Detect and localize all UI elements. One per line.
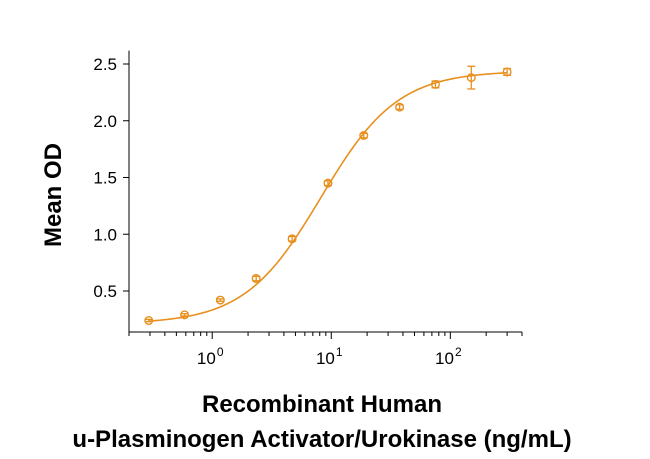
x-tick-label: 100 [197,345,224,368]
y-axis: 0.5 1.0 1.5 2.0 2.5 [93,50,130,335]
data-point [323,178,333,188]
point-marker [323,178,333,188]
point-marker [215,295,225,305]
data-point [287,234,297,244]
y-tick-label: 2.5 [93,55,117,74]
y-tick-label: 1.5 [93,169,117,188]
x-tick-label: 102 [435,345,462,368]
data-point [251,274,261,284]
data-points [144,65,512,326]
data-point [144,316,154,326]
y-tick-label: 1.0 [93,225,117,244]
x-axis-title-line-2: u-Plasminogen Activator/Urokinase (ng/mL… [72,426,571,453]
y-tick-label: 2.0 [93,112,117,131]
point-marker [395,102,405,112]
data-point [180,310,190,320]
point-marker [287,234,297,244]
data-point [395,102,405,112]
point-marker [430,79,440,89]
x-axis: 100 101 102 [128,331,523,368]
point-marker [180,310,190,320]
point-marker [466,73,476,83]
point-marker [251,274,261,284]
data-point [430,79,440,89]
x-tick-label: 101 [316,345,343,368]
x-axis-title-line-1: Recombinant Human [202,391,442,418]
y-tick-label: 0.5 [93,282,117,301]
data-point [466,65,476,90]
data-point [359,131,369,141]
data-point [502,67,512,77]
data-point [215,295,225,305]
point-marker [359,131,369,141]
point-marker [502,67,512,77]
point-marker [144,316,154,326]
y-axis-title: Mean OD [40,143,67,247]
fit-curve [148,71,508,322]
